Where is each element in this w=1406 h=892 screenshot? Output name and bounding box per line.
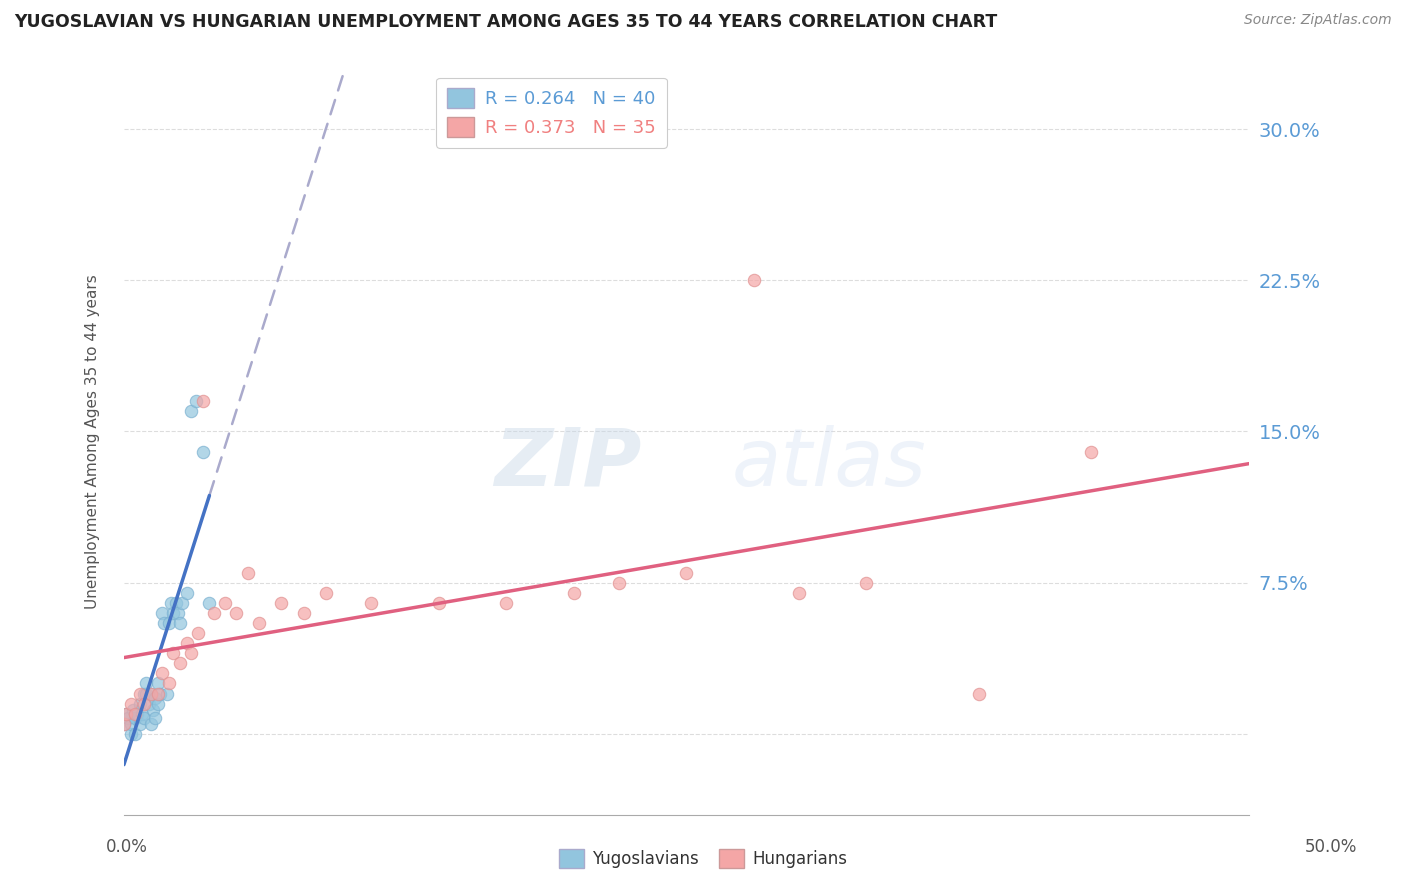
Point: [120, 697, 142, 711]
Point: [115, 706, 138, 721]
Point: [167, 606, 190, 620]
Point: [131, 706, 153, 721]
Point: [187, 626, 209, 640]
Point: [134, 697, 156, 711]
Point: [138, 697, 160, 711]
Point: [180, 646, 202, 660]
Point: [157, 615, 180, 630]
Point: [117, 711, 139, 725]
Point: [139, 687, 162, 701]
Point: [122, 703, 145, 717]
Point: [360, 596, 382, 610]
Point: [176, 586, 198, 600]
Point: [160, 596, 183, 610]
Point: [120, 727, 142, 741]
Point: [172, 596, 194, 610]
Point: [180, 404, 202, 418]
Text: YUGOSLAVIAN VS HUNGARIAN UNEMPLOYMENT AMONG AGES 35 TO 44 YEARS CORRELATION CHAR: YUGOSLAVIAN VS HUNGARIAN UNEMPLOYMENT AM…: [14, 13, 997, 31]
Point: [150, 606, 173, 620]
Point: [176, 636, 198, 650]
Point: [270, 596, 292, 610]
Point: [135, 687, 157, 701]
Point: [191, 394, 214, 409]
Point: [128, 687, 150, 701]
Point: [1080, 444, 1102, 458]
Point: [146, 687, 169, 701]
Point: [145, 690, 167, 705]
Point: [562, 586, 585, 600]
Point: [112, 716, 135, 731]
Point: [292, 606, 315, 620]
Point: [124, 727, 146, 741]
Point: [157, 676, 180, 690]
Point: [225, 606, 247, 620]
Point: [607, 575, 630, 590]
Point: [184, 394, 207, 409]
Point: [112, 716, 135, 731]
Point: [202, 606, 225, 620]
Point: [149, 687, 172, 701]
Point: [124, 711, 146, 725]
Point: [146, 697, 169, 711]
Point: [967, 687, 990, 701]
Point: [742, 273, 765, 287]
Point: [247, 615, 270, 630]
Point: [134, 687, 156, 701]
Point: [150, 666, 173, 681]
Point: [153, 615, 176, 630]
Text: 50.0%: 50.0%: [1305, 838, 1357, 855]
Text: ZIP: ZIP: [494, 425, 641, 503]
Point: [162, 606, 184, 620]
Point: [127, 706, 149, 721]
Point: [156, 687, 179, 701]
Text: atlas: atlas: [731, 425, 927, 503]
Point: [145, 711, 167, 725]
Point: [169, 615, 191, 630]
Point: [128, 716, 150, 731]
Point: [191, 444, 214, 458]
Point: [169, 657, 191, 671]
Y-axis label: Unemployment Among Ages 35 to 44 years: Unemployment Among Ages 35 to 44 years: [86, 274, 100, 609]
Point: [139, 687, 162, 701]
Point: [427, 596, 450, 610]
Point: [135, 676, 157, 690]
Point: [115, 706, 138, 721]
Point: [128, 697, 150, 711]
Point: [165, 596, 187, 610]
Point: [855, 575, 877, 590]
Point: [675, 566, 697, 580]
Point: [146, 676, 169, 690]
Point: [142, 703, 165, 717]
Point: [162, 646, 184, 660]
Point: [139, 716, 162, 731]
Point: [198, 596, 221, 610]
Point: [236, 566, 259, 580]
Point: [124, 706, 146, 721]
Point: [214, 596, 236, 610]
Text: 0.0%: 0.0%: [105, 838, 148, 855]
Point: [787, 586, 810, 600]
Text: Source: ZipAtlas.com: Source: ZipAtlas.com: [1244, 13, 1392, 28]
Point: [134, 711, 156, 725]
Legend: Yugoslavians, Hungarians: Yugoslavians, Hungarians: [553, 843, 853, 875]
Point: [495, 596, 517, 610]
Point: [120, 716, 142, 731]
Legend: R = 0.264   N = 40, R = 0.373   N = 35: R = 0.264 N = 40, R = 0.373 N = 35: [436, 78, 666, 148]
Point: [315, 586, 337, 600]
